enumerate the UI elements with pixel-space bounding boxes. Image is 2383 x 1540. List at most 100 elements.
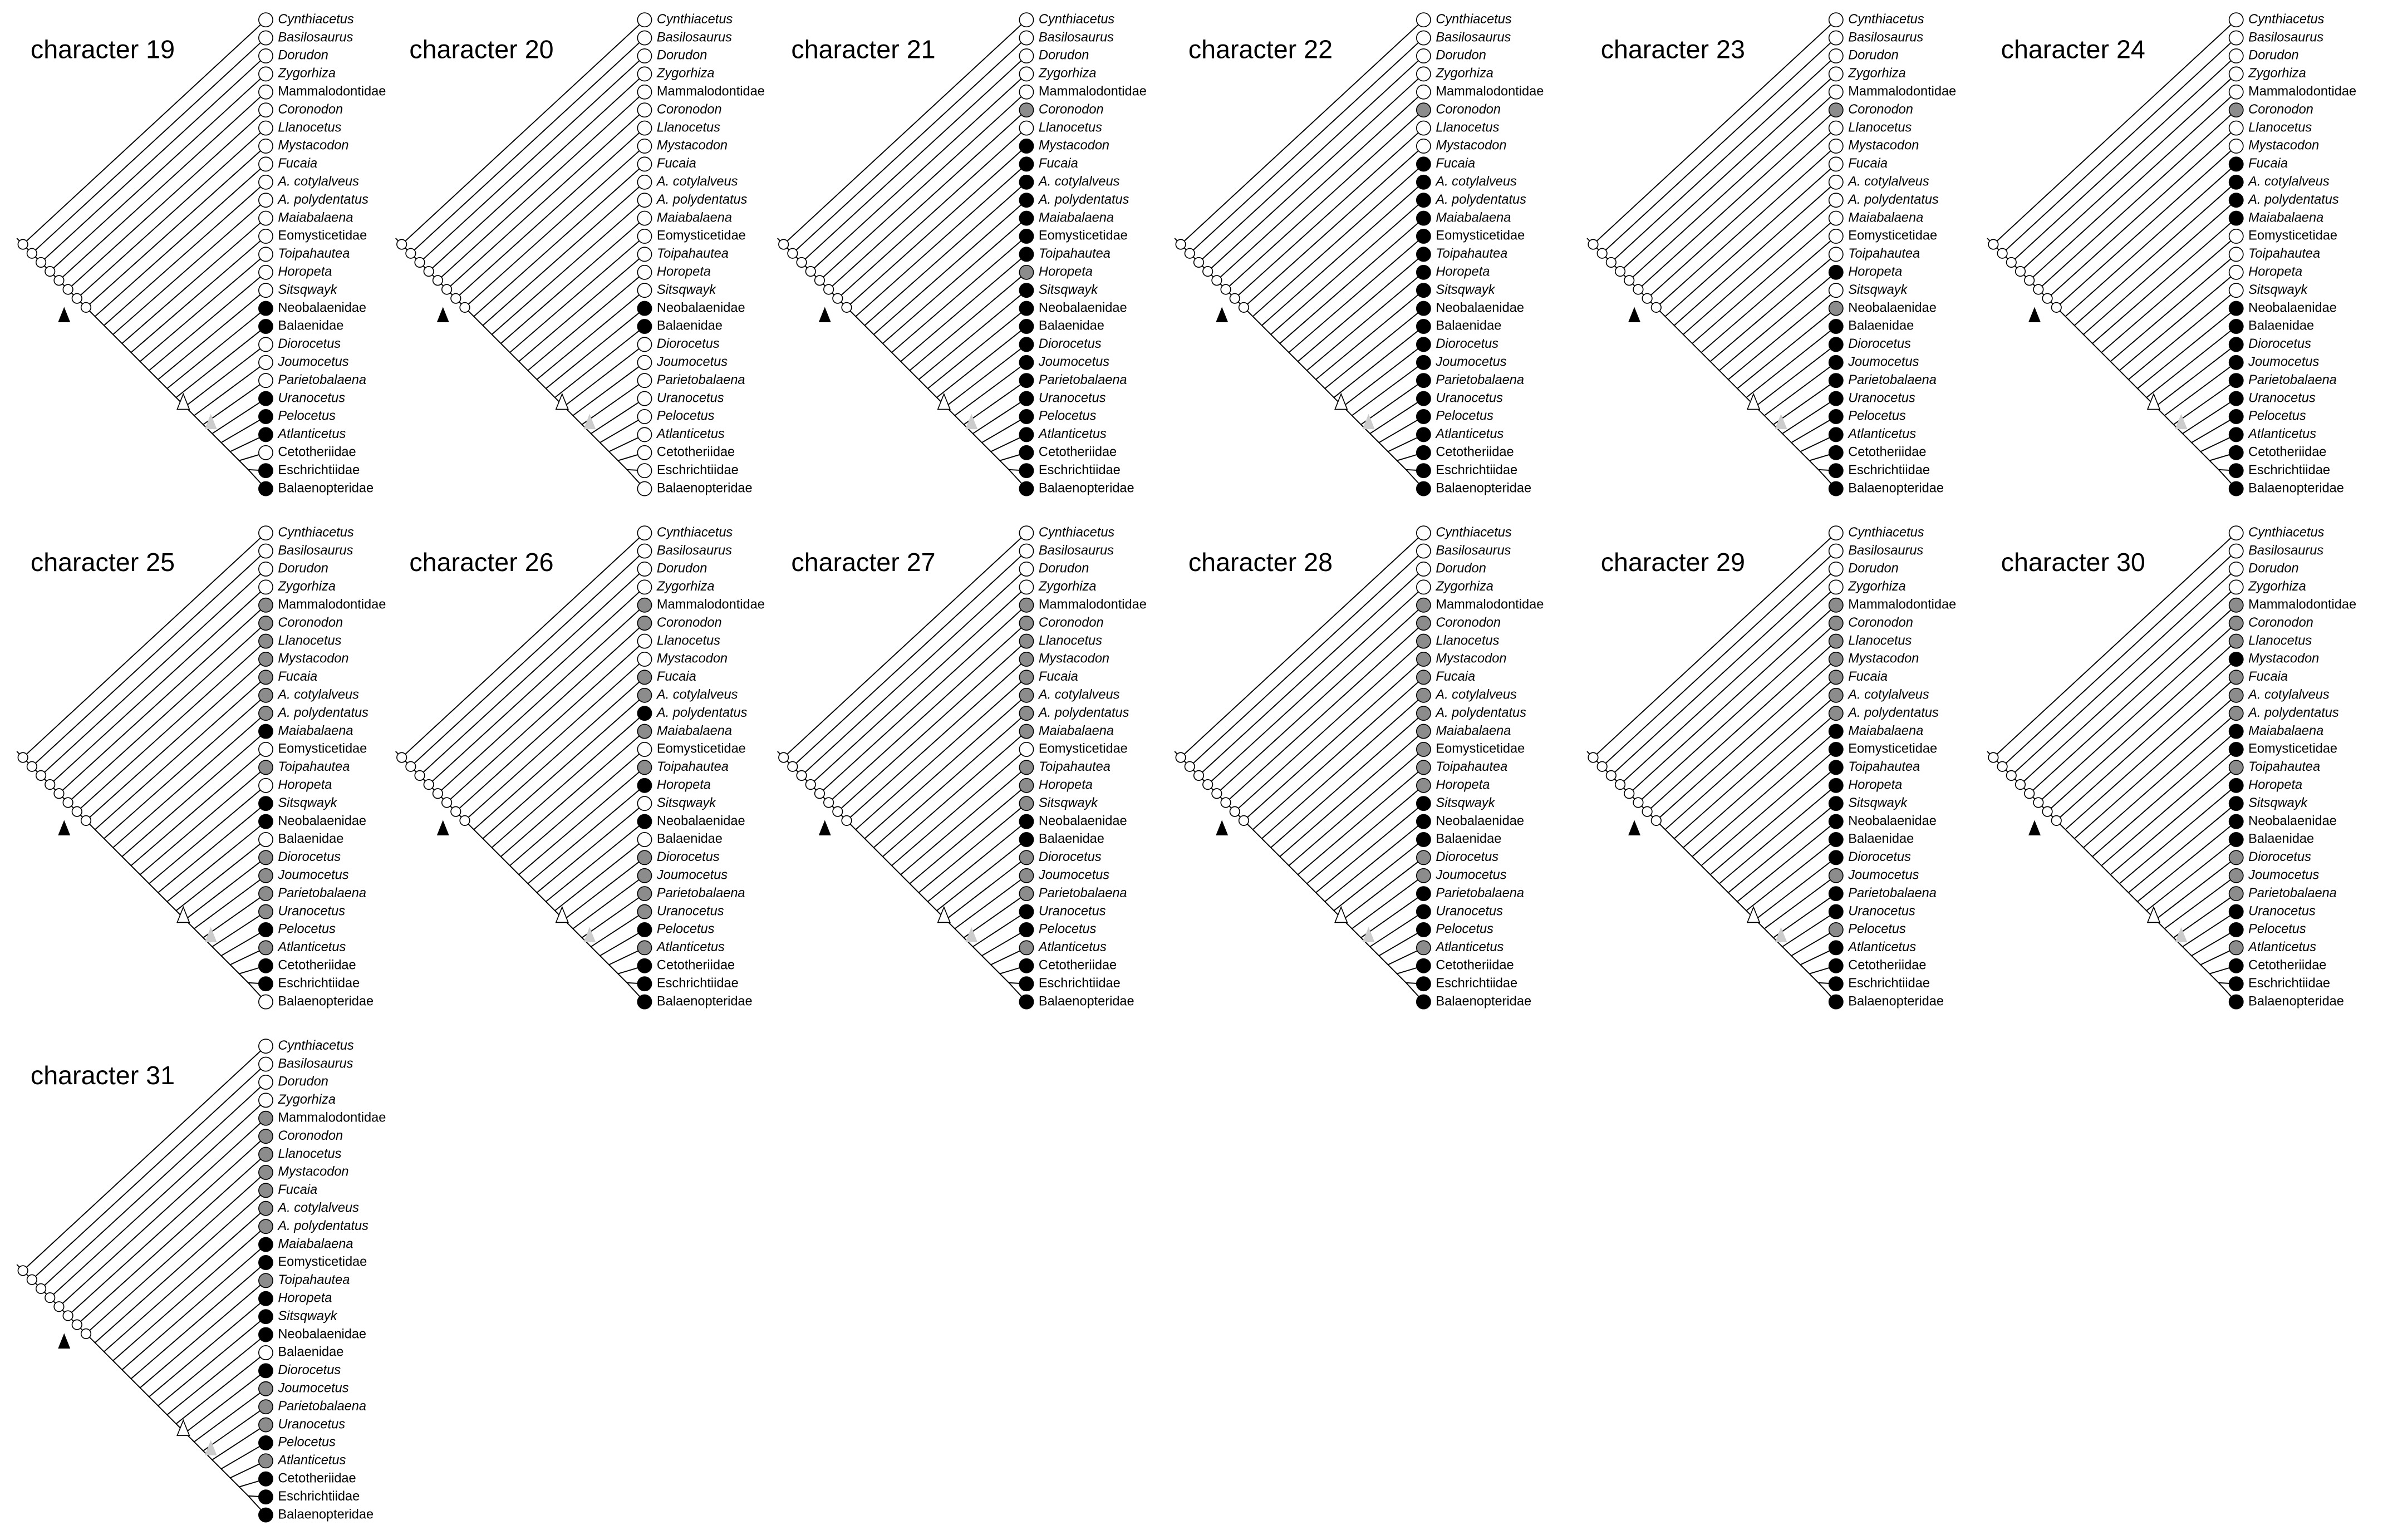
panel-title: character 27 [791, 548, 935, 577]
taxon-label: Horopeta [657, 777, 711, 791]
tip-state [1828, 337, 1844, 352]
taxon-label: Joumocetus [656, 867, 728, 882]
node-state [423, 266, 434, 277]
tip-state [1828, 940, 1844, 956]
tip-state [637, 796, 652, 811]
tip-state [1019, 562, 1034, 577]
taxon-label: A. polydentatus [1434, 192, 1526, 206]
taxon-label: Cetotheriidae [1039, 445, 1117, 459]
taxon-label: Toipahautea [1039, 246, 1111, 260]
branch [2146, 326, 2237, 398]
taxon-label: Pelocetus [1436, 922, 1493, 936]
tip-state [1416, 337, 1431, 352]
branch [891, 749, 1027, 867]
tip-state [1416, 84, 1431, 100]
taxon-label: Dorudon [278, 1074, 328, 1089]
tip-state [2228, 445, 2244, 460]
branch [1378, 929, 1424, 957]
tip-state [2228, 652, 2244, 667]
branch [2056, 145, 2237, 308]
taxon-label: Maiabalaena [1436, 723, 1511, 737]
tip-state [1019, 652, 1034, 667]
node-state [80, 302, 92, 313]
tip-state [258, 976, 273, 992]
taxon-label: Eomysticetidae [657, 228, 746, 243]
taxon-label: Cetotheriidae [1848, 445, 1926, 459]
branch [1701, 235, 1836, 353]
taxon-label: Zygorhiza [2248, 66, 2306, 80]
tip-state [1828, 247, 1844, 262]
branch [1755, 857, 1836, 921]
taxon-label: A. polydentatus [1434, 705, 1526, 720]
tip-state [1019, 355, 1034, 370]
tip-state [1828, 994, 1844, 1010]
branch [76, 127, 267, 299]
marker-white [937, 392, 951, 410]
tip-state [258, 1381, 273, 1396]
branch [927, 308, 1027, 389]
tip-state [2228, 633, 2244, 649]
tip-state [637, 283, 652, 298]
branch [819, 604, 1027, 794]
tip-state [637, 976, 652, 992]
branch [554, 326, 645, 398]
marker-black [436, 307, 449, 322]
marker-gray [1775, 927, 1787, 943]
branch [22, 1045, 267, 1271]
node-state [814, 275, 826, 286]
taxon-label: Balaenopteridae [278, 993, 374, 1008]
branch [67, 109, 267, 290]
branch [882, 731, 1027, 857]
taxon-label: Pelocetus [1039, 922, 1097, 936]
node-state [2015, 779, 2026, 790]
tip-state [1828, 174, 1844, 190]
tip-state [1019, 976, 1034, 992]
taxon-label: Cynthiacetus [2248, 12, 2325, 26]
branch [500, 218, 645, 344]
tip-state [1416, 210, 1431, 226]
taxon-label: Diorocetus [1436, 849, 1498, 864]
taxon-label: Dorudon [1039, 561, 1089, 575]
node-state [1624, 275, 1635, 286]
tip-state [1019, 481, 1034, 496]
node-state [2024, 275, 2035, 286]
tip-state [258, 868, 273, 883]
branch [455, 641, 645, 812]
tree-panel: character 27 Cynthiacetus Basilosaurus Doru… [777, 525, 1147, 1010]
tip-state [2228, 724, 2244, 739]
branch [2101, 749, 2237, 867]
node-state [2051, 815, 2062, 826]
tip-state [1416, 886, 1431, 902]
taxon-label: A. polydentatus [656, 192, 748, 206]
tip-state [637, 174, 652, 190]
branch [40, 55, 267, 263]
branch [158, 803, 267, 893]
branch [130, 749, 267, 867]
tip-state [258, 319, 273, 334]
taxon-label: A. polydentatus [1038, 192, 1129, 206]
marker-gray [204, 1440, 217, 1456]
tip-state [1416, 922, 1431, 937]
taxon-label: Cynthiacetus [278, 12, 354, 26]
tip-state [1019, 319, 1034, 334]
taxon-label: Diorocetus [278, 849, 341, 864]
node-state [1624, 788, 1635, 799]
branch [1719, 272, 1836, 371]
branch [581, 893, 645, 938]
tip-state [2228, 579, 2244, 595]
branch [1261, 695, 1424, 839]
tip-state [2228, 543, 2244, 559]
branch [1234, 641, 1424, 812]
branch [509, 749, 645, 867]
taxon-label: Joumocetus [277, 867, 348, 882]
node-state [1642, 293, 1653, 304]
branch [140, 1280, 267, 1389]
branch [58, 604, 267, 794]
branch [1198, 568, 1424, 776]
taxon-label: Basilosaurus [1436, 543, 1511, 557]
branch [518, 767, 645, 875]
branch [1619, 73, 1836, 272]
tip-state [1019, 30, 1034, 46]
marker-white [176, 392, 190, 410]
taxon-label: Parietobalaena [2248, 372, 2337, 387]
